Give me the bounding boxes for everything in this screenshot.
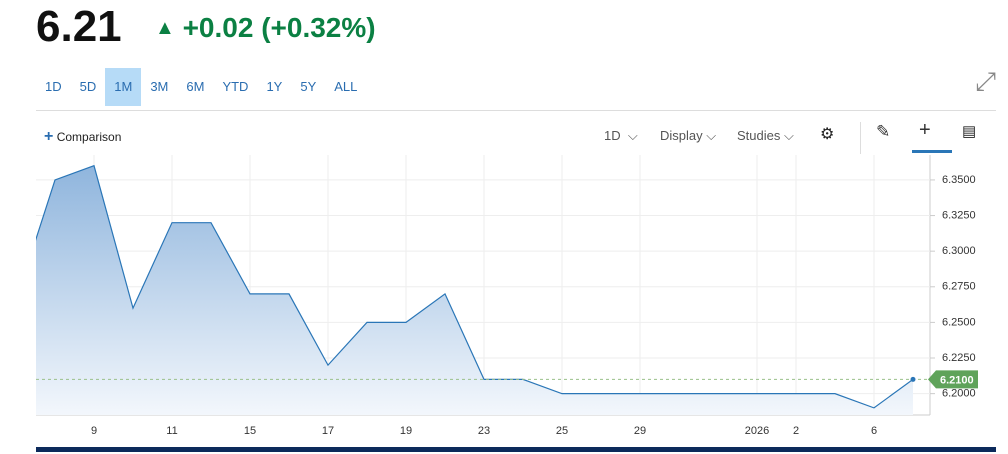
y-tick-label: 6.2250 xyxy=(942,352,976,364)
y-tick-label: 6.2500 xyxy=(942,316,976,328)
y-tick-label: 6.3000 xyxy=(942,245,976,257)
x-tick-label: 6 xyxy=(871,425,877,437)
expand-icon[interactable]: ⤢ xyxy=(975,66,996,96)
comparison-text: Comparison xyxy=(56,130,122,144)
x-tick-label: 15 xyxy=(244,425,256,437)
last-point xyxy=(910,376,916,382)
x-tick-label: 25 xyxy=(556,425,568,437)
settings[interactable]: ⚙ xyxy=(820,126,835,143)
range-tab[interactable]: ALL xyxy=(334,79,358,94)
area xyxy=(36,165,913,415)
price: 6.21 xyxy=(36,2,122,51)
draw-tool[interactable]: ✎ xyxy=(876,122,891,141)
x-tick-label: 2026 xyxy=(745,425,769,437)
plot xyxy=(36,164,914,415)
interval[interactable]: 1D ⌵ xyxy=(604,128,638,143)
x-tick-label: 19 xyxy=(400,425,412,437)
last-price-label: 6.2100 xyxy=(940,374,974,386)
range-tab[interactable]: 6M xyxy=(186,79,205,94)
range-tab[interactable]: 3M xyxy=(150,79,169,94)
range-tabs: 1D 5D 1M 3M 6M YTD 1Y 5Y ALL xyxy=(36,68,366,106)
x-tick-label: 23 xyxy=(478,425,490,437)
x-tick-label: 29 xyxy=(634,425,646,437)
studies[interactable]: Studies ⌵ xyxy=(737,128,794,143)
range-tab[interactable]: 5D xyxy=(79,79,97,94)
x-tick-label: 17 xyxy=(322,425,334,437)
bottom-bar xyxy=(36,447,996,452)
x-tick-label: 2 xyxy=(793,425,799,437)
studies-text: Studies xyxy=(737,128,781,143)
separator xyxy=(36,110,996,111)
change: ▲ +0.02 (+0.32%) xyxy=(155,12,376,44)
range-tab[interactable]: YTD xyxy=(222,79,249,94)
display-text: Display xyxy=(660,128,703,143)
interval-text: 1D xyxy=(604,128,621,143)
notes[interactable]: ▤ xyxy=(962,123,977,140)
divider xyxy=(860,122,861,154)
change-text: +0.02 (+0.32%) xyxy=(182,12,376,43)
up-arrow: ▲ xyxy=(155,17,175,39)
y-tick-label: 6.2000 xyxy=(942,388,976,400)
x-tick-label: 9 xyxy=(91,425,97,437)
range-tab[interactable]: 1D xyxy=(45,79,62,94)
y-tick-label: 6.3250 xyxy=(942,209,976,221)
active-tool xyxy=(912,150,952,153)
range-tab[interactable]: 5Y xyxy=(300,79,317,94)
range-tab[interactable]: 1Y xyxy=(266,79,283,94)
crosshair[interactable]: + xyxy=(919,119,931,141)
display[interactable]: Display ⌵ xyxy=(660,128,717,143)
range-tab[interactable]: 1M xyxy=(105,68,142,106)
x-tick-label: 11 xyxy=(166,425,177,437)
y-tick-label: 6.2750 xyxy=(942,281,976,293)
line xyxy=(36,164,914,409)
last-price-tag xyxy=(928,370,978,389)
y-tick-label: 6.3500 xyxy=(942,174,976,186)
comparison[interactable]: + Comparison xyxy=(44,128,122,145)
